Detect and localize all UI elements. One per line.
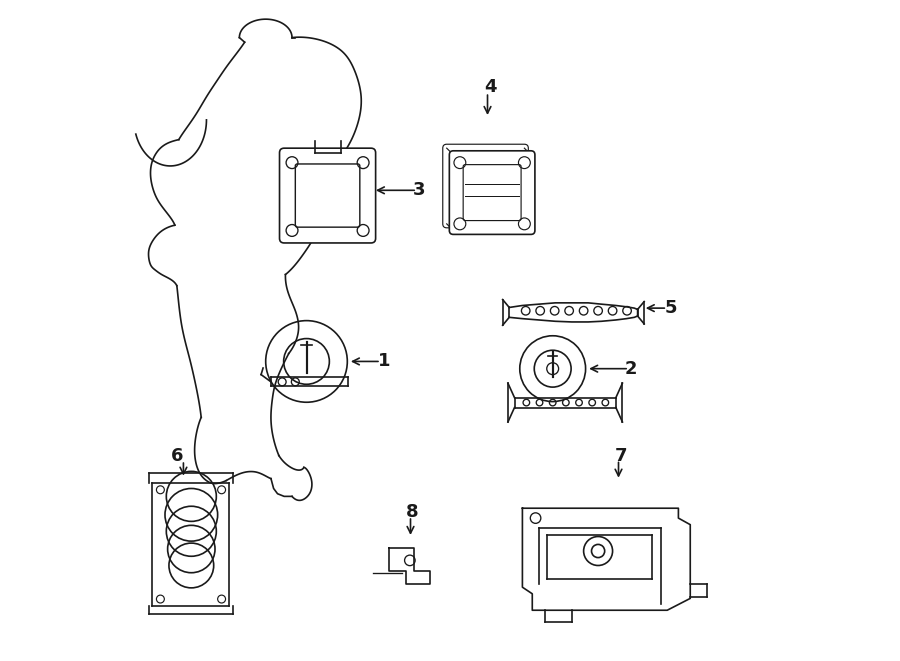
FancyBboxPatch shape — [464, 165, 521, 221]
FancyBboxPatch shape — [443, 144, 528, 228]
FancyBboxPatch shape — [280, 148, 375, 243]
Text: 8: 8 — [406, 502, 419, 520]
Text: 5: 5 — [664, 299, 677, 317]
FancyBboxPatch shape — [295, 164, 360, 227]
Text: 2: 2 — [625, 360, 637, 377]
Text: 1: 1 — [378, 352, 391, 370]
Text: 7: 7 — [615, 447, 627, 465]
Text: 4: 4 — [484, 78, 497, 96]
Text: 6: 6 — [171, 447, 184, 465]
Text: 3: 3 — [413, 181, 426, 200]
FancyBboxPatch shape — [449, 151, 535, 235]
